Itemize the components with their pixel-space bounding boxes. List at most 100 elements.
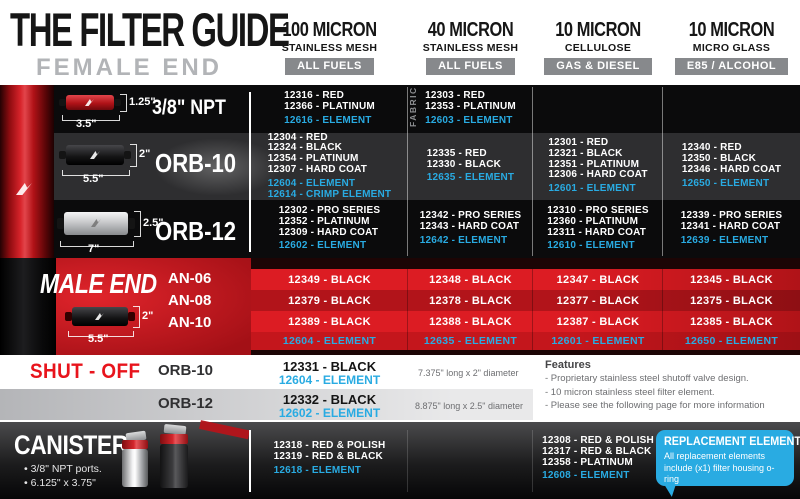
cell-npt-40micron: 12303 - RED 12353 - PLATINUM 12603 - ELEM… xyxy=(408,85,533,133)
height-dimension-label: 2.5" xyxy=(143,217,164,229)
fitting-end xyxy=(128,312,135,321)
part-number: 12317 - RED & BLACK xyxy=(542,445,652,457)
element-number: 12639 - ELEMENT xyxy=(680,234,769,246)
cell-canister-100micron: 12318 - RED & POLISH 12319 - RED & BLACK … xyxy=(251,428,408,490)
fitting-end xyxy=(114,99,121,106)
part-number: 12342 - PRO SERIES xyxy=(419,210,522,222)
shut-off-title: SHUT - OFF xyxy=(30,360,141,383)
fitting-end xyxy=(57,218,64,229)
element-number: 12603 - ELEMENT xyxy=(425,114,513,126)
part-number: 12346 - HARD COAT xyxy=(681,164,782,175)
callout-body: All replacement elements include (x1) fi… xyxy=(664,451,775,484)
cell-male-element-100micron: 12604 - ELEMENT xyxy=(251,332,408,350)
height-dimension-bracket xyxy=(134,211,141,237)
part-number: 12340 - RED xyxy=(681,142,742,154)
size-note-orb12: 8.875" long x 2.5" diameter xyxy=(415,401,523,411)
part-number: 12385 - BLACK xyxy=(690,315,773,328)
element-list: 12618 - ELEMENT xyxy=(274,465,386,477)
row-label-orb10: ORB-10 xyxy=(158,362,214,379)
length-dimension-label: 5.5" xyxy=(88,333,109,345)
part-list: 12318 - RED & POLISH 12319 - RED & BLACK xyxy=(273,440,386,463)
brand-logo-mark xyxy=(90,151,100,159)
cell-canister-10micron-cellulose: 12308 - RED & POLISH 12317 - RED & BLACK 1… xyxy=(533,428,663,490)
column-separator xyxy=(662,269,663,350)
cell-an06-40micron: 12348 - BLACK xyxy=(408,269,533,290)
part-list: 12303 - RED 12353 - PLATINUM xyxy=(425,90,516,113)
length-dimension-bracket xyxy=(62,115,120,121)
length-dimension-label: 7" xyxy=(88,243,100,255)
element-number: 12635 - ELEMENT xyxy=(426,172,515,184)
column-separator xyxy=(532,430,533,492)
cell-an08-100micron: 12379 - BLACK xyxy=(251,290,408,311)
cell-orb10-10micron-microglass: 12340 - RED 12350 - BLACK 12346 - HARD COA… xyxy=(663,133,800,200)
element-list: 12642 - ELEMENT xyxy=(419,234,521,247)
cell-an08-10micron-cellulose: 12377 - BLACK xyxy=(533,290,663,311)
element-number: 12604 - ELEMENT xyxy=(267,177,356,189)
part-number: 12349 - BLACK xyxy=(288,273,371,286)
part-number: 12366 - PLATINUM xyxy=(284,101,375,113)
size-note-orb10: 7.375" long x 2" diameter xyxy=(418,368,519,378)
cell-npt-100micron: 12316 - RED 12366 - PLATINUM 12616 - ELEM… xyxy=(251,85,408,133)
column-subtitle: CELLULOSE xyxy=(564,42,632,54)
column-subtitle: MICRO GLASS xyxy=(692,42,771,54)
column-header-100-micron: 100 MICRON STAINLESS MESH ALL FUELS xyxy=(251,19,408,75)
part-list: 12316 - RED 12366 - PLATINUM xyxy=(284,90,375,113)
column-header-40-micron: 40 MICRON STAINLESS MESH ALL FUELS xyxy=(408,19,533,75)
element-list: 12602 - ELEMENT xyxy=(279,240,380,252)
part-number: 12389 - BLACK xyxy=(288,315,371,328)
column-title: 100 MICRON xyxy=(282,19,377,41)
height-dimension-label: 1.25" xyxy=(129,96,156,108)
fitting-end xyxy=(65,312,72,321)
part-number: 12332 - BLACK xyxy=(282,391,377,407)
cell-orb10-10micron-cellulose: 12301 - RED 12321 - BLACK 12351 - PLATINUM… xyxy=(533,133,663,200)
fitting-end xyxy=(128,218,135,229)
height-dimension-bracket xyxy=(133,306,140,328)
part-number: 12309 - HARD COAT xyxy=(278,226,379,238)
cell-an06-10micron-microglass: 12345 - BLACK xyxy=(663,269,800,290)
part-number: 12378 - BLACK xyxy=(429,294,512,307)
part-number: 12330 - BLACK xyxy=(426,158,502,170)
male-end-section: MALE END AN-06 AN-08 AN-10 2" 5.5" 12349… xyxy=(0,258,800,355)
part-number: 12306 - HARD COAT xyxy=(548,169,648,181)
element-number: 12610 - ELEMENT xyxy=(547,240,635,252)
part-number: 12375 - BLACK xyxy=(690,294,773,307)
row-label-npt: 3/8" NPT xyxy=(152,96,226,119)
part-number: 12321 - BLACK xyxy=(548,147,623,159)
element-list: 12610 - ELEMENT xyxy=(547,240,648,252)
column-title: 10 MICRON xyxy=(688,19,775,41)
element-list: 12601 - ELEMENT xyxy=(548,183,647,195)
part-list: 12308 - RED & POLISH 12317 - RED & BLACK 1… xyxy=(542,435,654,468)
canister-title: CANISTER xyxy=(14,430,128,460)
column-subtitle: STAINLESS MESH xyxy=(281,42,378,54)
cell-orb12-10micron-cellulose: 12310 - PRO SERIES 12360 - PLATINUM 12311 … xyxy=(533,200,663,258)
element-number: 12650 - ELEMENT xyxy=(681,177,770,189)
column-subtitle: STAINLESS MESH xyxy=(422,42,519,54)
canister-dark-image xyxy=(160,444,188,488)
part-number: 12310 - PRO SERIES xyxy=(547,204,649,216)
column-separator xyxy=(532,269,533,350)
row-orb12-background xyxy=(0,389,533,420)
canister-silver-image xyxy=(122,449,148,487)
height-dimension-label: 2" xyxy=(139,148,151,160)
cell-shutoff-orb12: 12332 - BLACK 12602 - ELEMENT xyxy=(251,391,408,421)
canister-bullets: • 3/8" NPT ports. • 6.125" x 3.75" xyxy=(24,462,102,490)
callout-title: REPLACEMENT ELEMENTS xyxy=(664,436,800,448)
element-list: 12650 - ELEMENT xyxy=(681,177,781,190)
features-block: Features - Proprietary stainless steel s… xyxy=(545,359,765,413)
fuel-type-badge: ALL FUELS xyxy=(285,58,374,75)
part-number: 12316 - RED xyxy=(284,90,345,102)
fitting-end xyxy=(59,99,66,106)
part-number: 12387 - BLACK xyxy=(556,315,640,328)
part-number: 12319 - RED & BLACK xyxy=(273,451,383,463)
cell-an06-100micron: 12349 - BLACK xyxy=(251,269,408,290)
fuel-type-badge: E85 / ALCOHOL xyxy=(674,58,789,75)
features-list: - Proprietary stainless steel shutoff va… xyxy=(545,372,765,413)
column-separator xyxy=(407,269,408,350)
part-number: 12324 - BLACK xyxy=(267,142,343,154)
element-list: 12616 - ELEMENT xyxy=(284,114,375,127)
brand-logo-mark xyxy=(91,219,101,227)
fuel-type-badge: ALL FUELS xyxy=(426,58,515,75)
element-number: 12642 - ELEMENT xyxy=(419,234,508,246)
inline-filter-red-image xyxy=(59,95,121,110)
element-number: 12616 - ELEMENT xyxy=(284,114,372,126)
